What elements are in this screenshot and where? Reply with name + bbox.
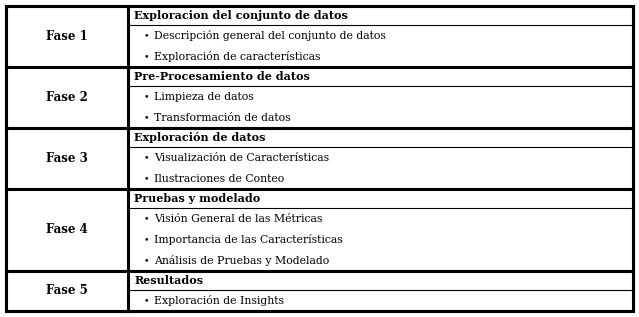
Text: Pruebas y modelado: Pruebas y modelado [134, 193, 261, 204]
Text: Resultados: Resultados [134, 275, 203, 286]
Text: Descripción general del conjunto de datos: Descripción general del conjunto de dato… [154, 30, 386, 41]
Text: Exploración de características: Exploración de características [154, 51, 321, 62]
Text: Fase 1: Fase 1 [46, 30, 88, 43]
Text: Importancia de las Características: Importancia de las Características [154, 234, 343, 245]
Text: •: • [144, 31, 149, 40]
Text: Fase 3: Fase 3 [46, 152, 88, 165]
Text: Fase 2: Fase 2 [46, 91, 88, 104]
Bar [6, 67, 633, 128]
Bar [6, 189, 633, 271]
Text: Transformación de datos: Transformación de datos [154, 113, 291, 123]
Text: Fase 5: Fase 5 [46, 284, 88, 297]
Text: •: • [144, 235, 149, 244]
Text: Exploracion del conjunto de datos: Exploracion del conjunto de datos [134, 10, 348, 21]
Text: •: • [144, 214, 149, 223]
Text: •: • [144, 153, 149, 162]
Text: •: • [144, 256, 149, 265]
Text: •: • [144, 113, 149, 122]
Text: •: • [144, 174, 149, 183]
Bar [6, 271, 633, 311]
Text: •: • [144, 296, 149, 305]
Text: •: • [144, 92, 149, 101]
Bar [6, 128, 633, 189]
Bar [6, 6, 633, 67]
Text: Fase 4: Fase 4 [46, 223, 88, 236]
Text: Exploración de datos: Exploración de datos [134, 132, 266, 143]
Text: •: • [144, 52, 149, 61]
Text: Visualización de Características: Visualización de Características [154, 153, 329, 163]
Text: Limpieza de datos: Limpieza de datos [154, 92, 254, 102]
Text: Ilustraciones de Conteo: Ilustraciones de Conteo [154, 174, 284, 184]
Text: Visión General de las Métricas: Visión General de las Métricas [154, 214, 323, 224]
Text: Análisis de Pruebas y Modelado: Análisis de Pruebas y Modelado [154, 255, 330, 266]
Text: Pre-Procesamiento de datos: Pre-Procesamiento de datos [134, 71, 310, 82]
Text: Exploración de Insights: Exploración de Insights [154, 295, 284, 306]
